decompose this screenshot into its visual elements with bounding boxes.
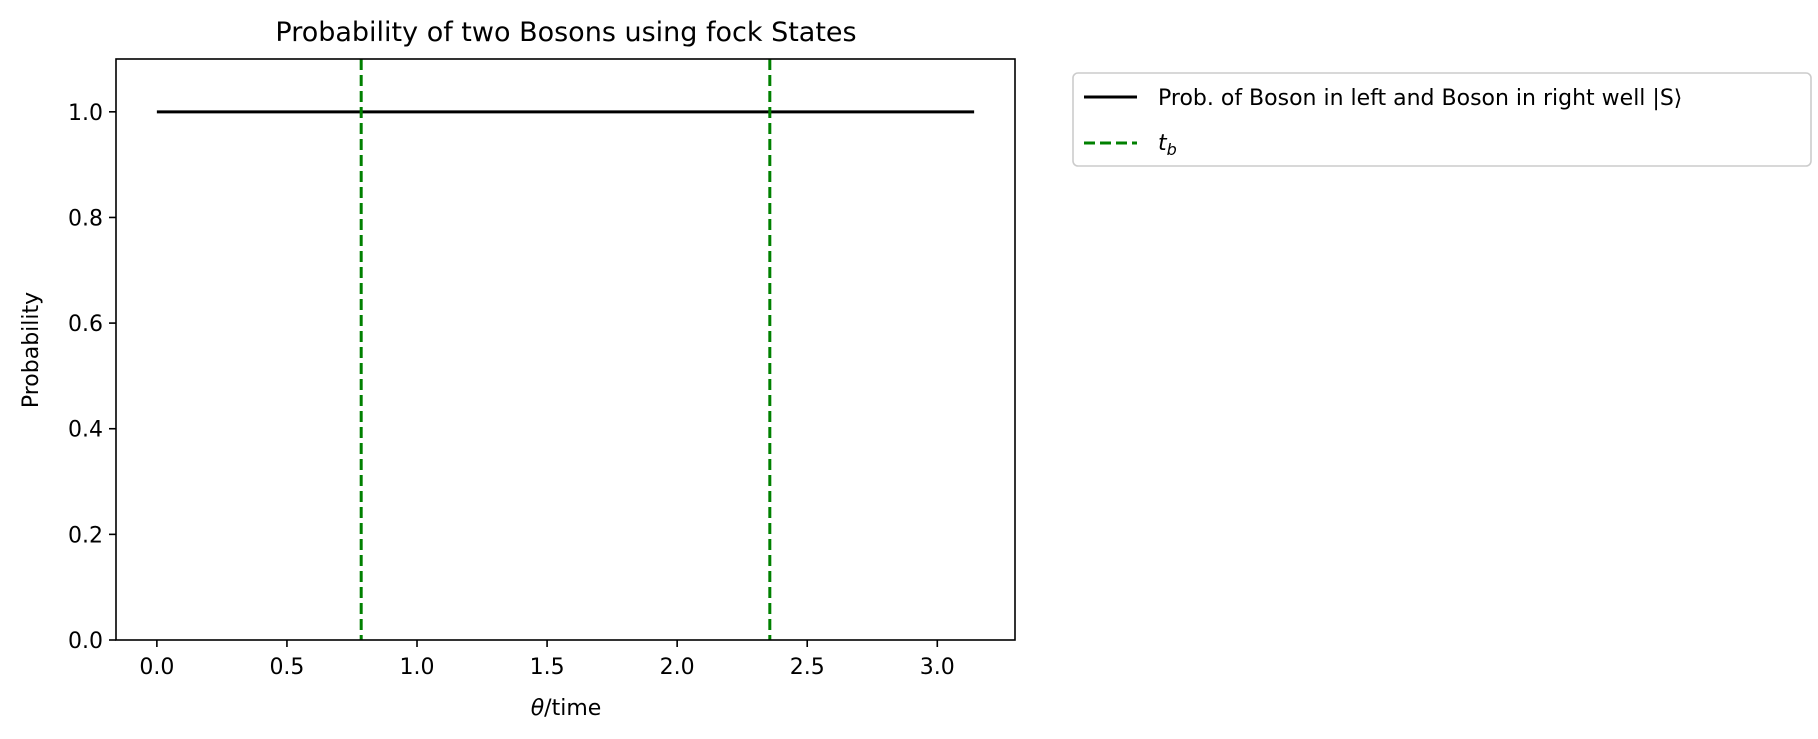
y-tick-label: 0.0 [68, 629, 103, 654]
x-tick-label: 0.5 [269, 655, 304, 680]
y-axis-ticks: 0.0 0.2 0.4 0.6 0.8 1.0 [68, 101, 116, 654]
y-tick-label: 0.6 [68, 312, 103, 337]
axes-frame [115, 58, 1016, 641]
x-axis-label-text: /time [544, 696, 601, 721]
legend-box [1072, 72, 1812, 167]
x-tick-label: 1.5 [530, 655, 565, 680]
y-axis-label: Probability [19, 292, 44, 408]
x-axis-ticks: 0.0 0.5 1.0 1.5 2.0 2.5 3.0 [139, 640, 955, 680]
legend: Prob. of Boson in left and Boson in righ… [1072, 72, 1812, 167]
y-tick-label: 0.4 [68, 418, 103, 443]
x-tick-label: 1.0 [400, 655, 435, 680]
x-tick-label: 0.0 [139, 655, 174, 680]
x-axis-label: θ/time [531, 696, 602, 721]
y-tick-label: 0.2 [68, 523, 103, 548]
y-tick-label: 1.0 [68, 101, 103, 126]
legend-label-tb: tb [1158, 131, 1177, 159]
plot-area [156, 59, 975, 640]
x-axis-label-symbol: θ [531, 696, 545, 721]
chart-title: Probability of two Bosons using fock Sta… [275, 17, 856, 48]
x-tick-label: 2.0 [660, 655, 695, 680]
legend-label-main-series: Prob. of Boson in left and Boson in righ… [1158, 86, 1682, 111]
x-tick-label: 2.5 [790, 655, 825, 680]
y-tick-label: 0.8 [68, 206, 103, 231]
x-tick-label: 3.0 [920, 655, 955, 680]
